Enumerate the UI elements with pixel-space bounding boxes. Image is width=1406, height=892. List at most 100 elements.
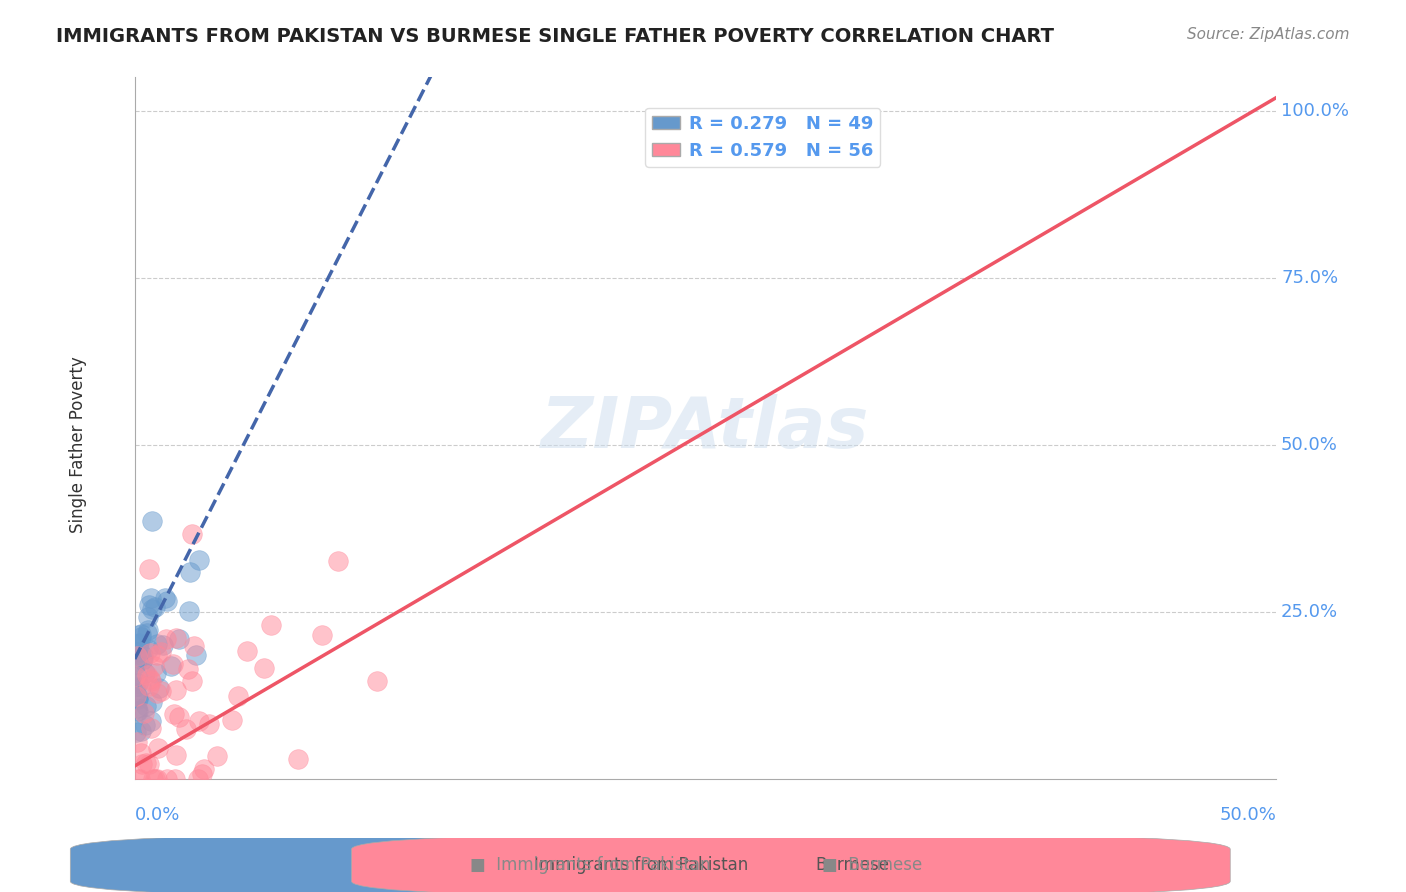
- Point: [145, 665, 167, 680]
- Point: [177, 603, 200, 617]
- Point: [127, 705, 149, 719]
- Point: [131, 723, 153, 738]
- Point: [156, 593, 179, 607]
- Point: [221, 713, 243, 727]
- Point: [124, 669, 146, 683]
- Point: [188, 714, 211, 729]
- Point: [135, 756, 157, 771]
- Point: [163, 772, 186, 787]
- Point: [143, 772, 166, 787]
- Point: [125, 669, 148, 683]
- Point: [153, 591, 176, 605]
- Legend: R = 0.279   N = 49, R = 0.579   N = 56: R = 0.279 N = 49, R = 0.579 N = 56: [645, 108, 880, 167]
- Point: [124, 680, 146, 694]
- Point: [146, 772, 169, 787]
- Point: [131, 653, 153, 667]
- Text: 50.0%: 50.0%: [1281, 436, 1339, 454]
- Point: [127, 690, 149, 704]
- Point: [180, 673, 202, 688]
- Point: [253, 661, 276, 675]
- FancyBboxPatch shape: [352, 833, 1230, 892]
- Point: [134, 665, 156, 680]
- Point: [131, 756, 153, 771]
- Point: [205, 748, 228, 763]
- Point: [165, 748, 187, 763]
- FancyBboxPatch shape: [70, 833, 949, 892]
- Text: Single Father Poverty: Single Father Poverty: [69, 357, 87, 533]
- Point: [311, 628, 333, 642]
- Point: [127, 637, 149, 651]
- Point: [139, 673, 162, 687]
- Point: [141, 695, 163, 709]
- Text: Burmese: Burmese: [815, 856, 890, 874]
- Point: [124, 689, 146, 703]
- Point: [149, 684, 172, 698]
- Point: [177, 663, 200, 677]
- Point: [155, 772, 177, 787]
- Point: [148, 740, 170, 755]
- Point: [127, 705, 149, 719]
- Point: [128, 636, 150, 650]
- Point: [260, 618, 283, 632]
- Point: [136, 626, 159, 640]
- Point: [145, 686, 167, 700]
- Point: [165, 682, 187, 697]
- Point: [142, 659, 165, 673]
- Point: [129, 645, 152, 659]
- Point: [141, 515, 163, 529]
- Point: [287, 752, 309, 766]
- Point: [129, 630, 152, 644]
- Point: [129, 772, 152, 787]
- Point: [149, 645, 172, 659]
- Point: [135, 699, 157, 714]
- Point: [136, 623, 159, 637]
- Point: [135, 667, 157, 681]
- Point: [148, 681, 170, 695]
- Point: [143, 599, 166, 614]
- Point: [129, 681, 152, 695]
- Point: [141, 673, 163, 688]
- Text: Immigrants from Pakistan: Immigrants from Pakistan: [534, 856, 748, 874]
- Text: ■  Immigrants from Pakistan: ■ Immigrants from Pakistan: [470, 856, 711, 874]
- Point: [138, 598, 160, 612]
- Point: [166, 631, 188, 645]
- Point: [146, 637, 169, 651]
- Text: 75.0%: 75.0%: [1281, 269, 1339, 287]
- Text: 0.0%: 0.0%: [135, 806, 180, 824]
- Point: [366, 673, 388, 688]
- Point: [125, 649, 148, 664]
- Point: [186, 648, 208, 663]
- Point: [226, 689, 249, 703]
- Point: [127, 772, 149, 787]
- Point: [132, 706, 155, 720]
- Point: [146, 648, 169, 662]
- Point: [141, 714, 163, 728]
- Point: [128, 628, 150, 642]
- Point: [155, 632, 177, 646]
- Point: [124, 657, 146, 672]
- Point: [187, 772, 209, 787]
- Point: [139, 591, 162, 605]
- Point: [127, 700, 149, 714]
- Point: [179, 565, 201, 579]
- Text: ■  Burmese: ■ Burmese: [821, 856, 922, 874]
- Point: [193, 762, 215, 776]
- Point: [125, 724, 148, 739]
- Point: [131, 746, 153, 760]
- Point: [127, 692, 149, 706]
- Point: [127, 675, 149, 690]
- Point: [131, 627, 153, 641]
- Point: [236, 644, 259, 658]
- Point: [138, 562, 160, 576]
- Text: 100.0%: 100.0%: [1281, 102, 1348, 120]
- Point: [139, 646, 162, 660]
- Point: [198, 717, 221, 731]
- Text: 25.0%: 25.0%: [1281, 603, 1339, 621]
- Point: [162, 657, 184, 671]
- Point: [132, 649, 155, 664]
- Point: [125, 686, 148, 700]
- Point: [132, 652, 155, 666]
- Point: [187, 553, 209, 567]
- Text: ZIPAtlas: ZIPAtlas: [541, 394, 870, 463]
- Point: [167, 632, 190, 646]
